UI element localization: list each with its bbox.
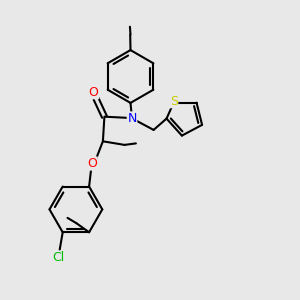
Text: Cl: Cl xyxy=(53,251,65,264)
Text: S: S xyxy=(169,94,178,108)
Text: O: O xyxy=(89,85,98,99)
Text: O: O xyxy=(87,157,97,170)
Text: N: N xyxy=(127,112,137,125)
